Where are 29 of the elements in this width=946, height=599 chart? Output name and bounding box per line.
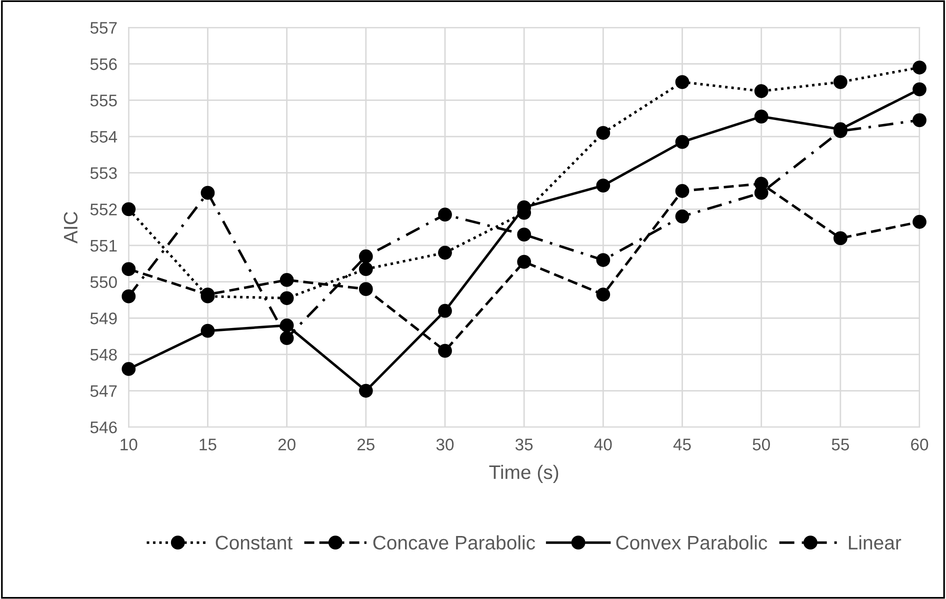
legend-label: Linear — [848, 535, 902, 550]
y-tick-label: 554 — [90, 131, 118, 143]
x-tick-label: 50 — [752, 438, 770, 450]
x-tick-label: 35 — [515, 438, 533, 450]
y-tick-label: 556 — [90, 58, 117, 70]
x-tick-label: 20 — [278, 438, 296, 450]
x-tick-label: 45 — [673, 438, 691, 450]
x-tick-label: 40 — [594, 438, 612, 450]
y-tick-label: 550 — [90, 276, 117, 288]
x-tick-label: 55 — [832, 438, 849, 450]
x-axis-title: Time (s) — [489, 464, 558, 483]
x-tick-label: 60 — [911, 438, 928, 450]
y-tick-label: 549 — [90, 312, 117, 324]
y-tick-label: 552 — [90, 204, 117, 216]
legend-label: Concave Parabolic — [373, 535, 536, 550]
y-tick-label: 548 — [90, 348, 117, 361]
legend-label: Convex Parabolic — [616, 535, 768, 550]
y-tick-label: 551 — [90, 240, 117, 252]
y-tick-label: 553 — [90, 167, 117, 180]
y-tick-label: 557 — [90, 22, 117, 34]
x-tick-label: 30 — [436, 438, 454, 450]
x-tick-label: 15 — [200, 438, 216, 450]
x-tick-label: 10 — [120, 438, 138, 450]
y-tick-label: 555 — [90, 94, 117, 106]
legend-label: Constant — [216, 536, 292, 550]
y-axis-title: AIC — [64, 212, 78, 244]
y-tick-label: 547 — [90, 385, 117, 397]
y-tick-label: 546 — [90, 421, 117, 434]
x-tick-label: 25 — [357, 438, 374, 450]
